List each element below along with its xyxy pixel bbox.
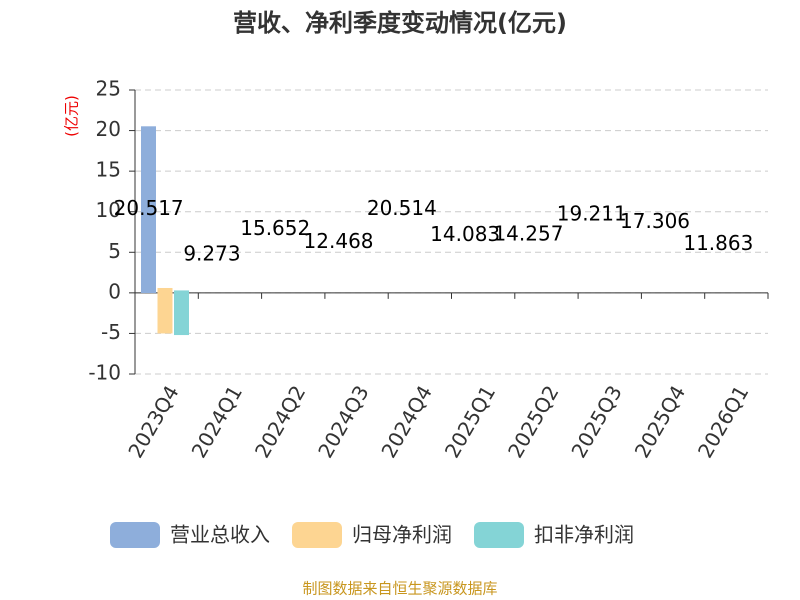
y-tick-label: 5 [108, 239, 121, 263]
bar [174, 292, 189, 336]
source-note: 制图数据来自恒生聚源数据库 [302, 580, 497, 598]
y-tick-label: 10 [96, 198, 121, 222]
legend-swatch [292, 522, 342, 548]
data-label: 11.863 [683, 231, 753, 255]
bar [157, 290, 173, 293]
x-tick-label: 2025Q2 [503, 381, 563, 462]
y-tick-label: -10 [88, 361, 121, 385]
x-tick-label: 2025Q4 [630, 381, 690, 462]
x-tick-label: 2024Q1 [187, 381, 247, 462]
x-tick-label: 2026Q1 [693, 381, 753, 462]
bar [174, 291, 189, 293]
data-label: 12.468 [304, 229, 374, 253]
bar [157, 292, 173, 334]
legend-label: 营业总收入 [170, 523, 270, 547]
y-tick-label: -5 [101, 320, 121, 344]
x-tick-label: 2025Q3 [566, 381, 626, 462]
y-tick-label: 0 [108, 279, 121, 303]
data-label: 14.257 [493, 222, 563, 246]
y-tick-label: 25 [96, 77, 121, 101]
data-label: 19.211 [557, 201, 627, 225]
x-tick-label: 2024Q3 [313, 381, 373, 462]
bar [157, 292, 173, 296]
legend-label: 扣非净利润 [534, 523, 634, 547]
y-tick-label: 20 [96, 117, 121, 141]
x-tick-label: 2024Q2 [250, 381, 310, 462]
legend-label: 归母净利润 [352, 523, 452, 547]
bar [141, 196, 156, 293]
data-label: 17.306 [620, 209, 690, 233]
x-tick-label: 2023Q4 [123, 381, 183, 462]
data-label: 20.517 [114, 196, 184, 220]
chart-title: 营收、净利季度变动情况(亿元) [233, 9, 567, 37]
data-label: 20.514 [367, 196, 437, 220]
legend-swatch [474, 522, 524, 548]
y-tick-label: 15 [96, 158, 121, 182]
x-tick-label: 2025Q1 [440, 381, 500, 462]
bar [174, 292, 189, 297]
legend-swatch [110, 522, 160, 548]
data-label: 14.083 [430, 222, 500, 246]
y-axis-label: (亿元) [63, 95, 81, 137]
data-label: 15.652 [240, 216, 310, 240]
x-tick-label: 2024Q4 [376, 381, 436, 462]
data-label: 9.273 [183, 242, 240, 266]
